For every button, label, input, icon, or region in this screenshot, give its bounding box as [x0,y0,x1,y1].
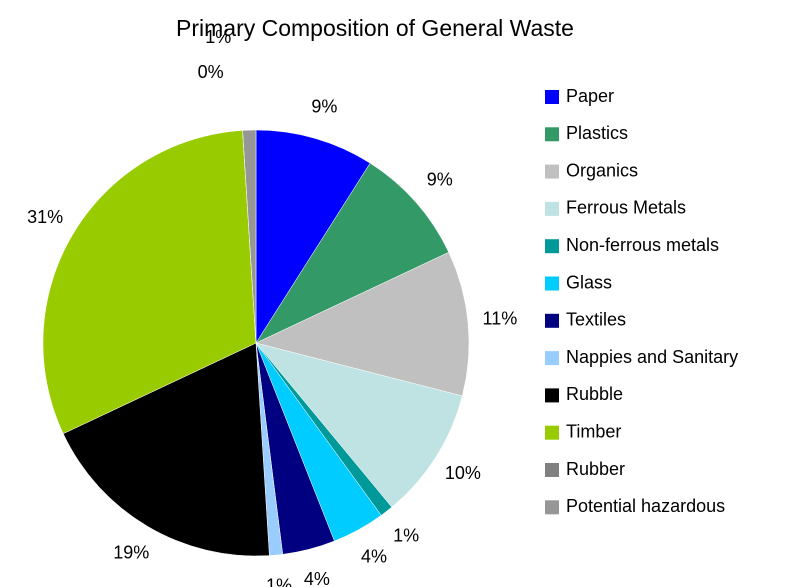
legend-swatch [545,313,559,328]
legend-swatch [545,239,559,254]
legend-swatch [545,351,559,366]
legend-swatch [545,276,559,291]
legend-label: Glass [566,272,612,292]
legend-swatch [545,201,559,216]
legend-label: Organics [566,160,638,180]
legend-swatch [545,500,559,515]
legend-label: Potential hazardous [566,496,725,516]
data-label: 1% [266,576,292,587]
legend-swatch [545,127,559,142]
data-label: 31% [27,207,63,227]
legend-label: Textiles [566,310,626,330]
chart-title: Primary Composition of General Waste [176,15,574,41]
legend-label: Rubber [566,459,625,479]
legend-swatch [545,388,559,403]
pie: 9% 9% 11% 10% 1% 4% 4% 1% 19% 31% 0% 1% [27,27,517,587]
legend-swatch [545,463,559,477]
legend-label: Timber [566,421,621,441]
legend-label: Plastics [566,123,628,143]
data-label: 19% [113,543,149,563]
legend-label: Rubble [566,384,623,404]
data-label: 4% [304,569,330,587]
pie-slice [242,129,257,344]
pie-slice [255,162,450,344]
data-label: 1% [393,525,419,545]
data-label: 11% [483,309,518,329]
legend-label: Nappies and Sanitary [566,347,738,367]
data-label: 9% [311,96,337,116]
legend-label: Paper [566,86,614,106]
data-label: 10% [445,463,481,483]
data-label: 9% [427,170,453,190]
pie-slice [255,251,470,397]
pie-slice [255,129,371,344]
legend-swatch [545,164,559,179]
pie-slice [42,130,257,435]
pie-slice [255,342,463,508]
legend-label: Non-ferrous metals [566,235,719,255]
data-label: 1% [205,27,231,47]
legend-swatch [545,425,559,440]
data-label: 0% [198,62,224,82]
legend: Paper Plastics Organics Ferrous Metals Non-f… [545,86,738,516]
legend-label: Ferrous Metals [566,198,686,218]
legend-swatch [545,90,559,104]
data-label: 4% [361,546,387,566]
pie-slice [62,342,270,557]
